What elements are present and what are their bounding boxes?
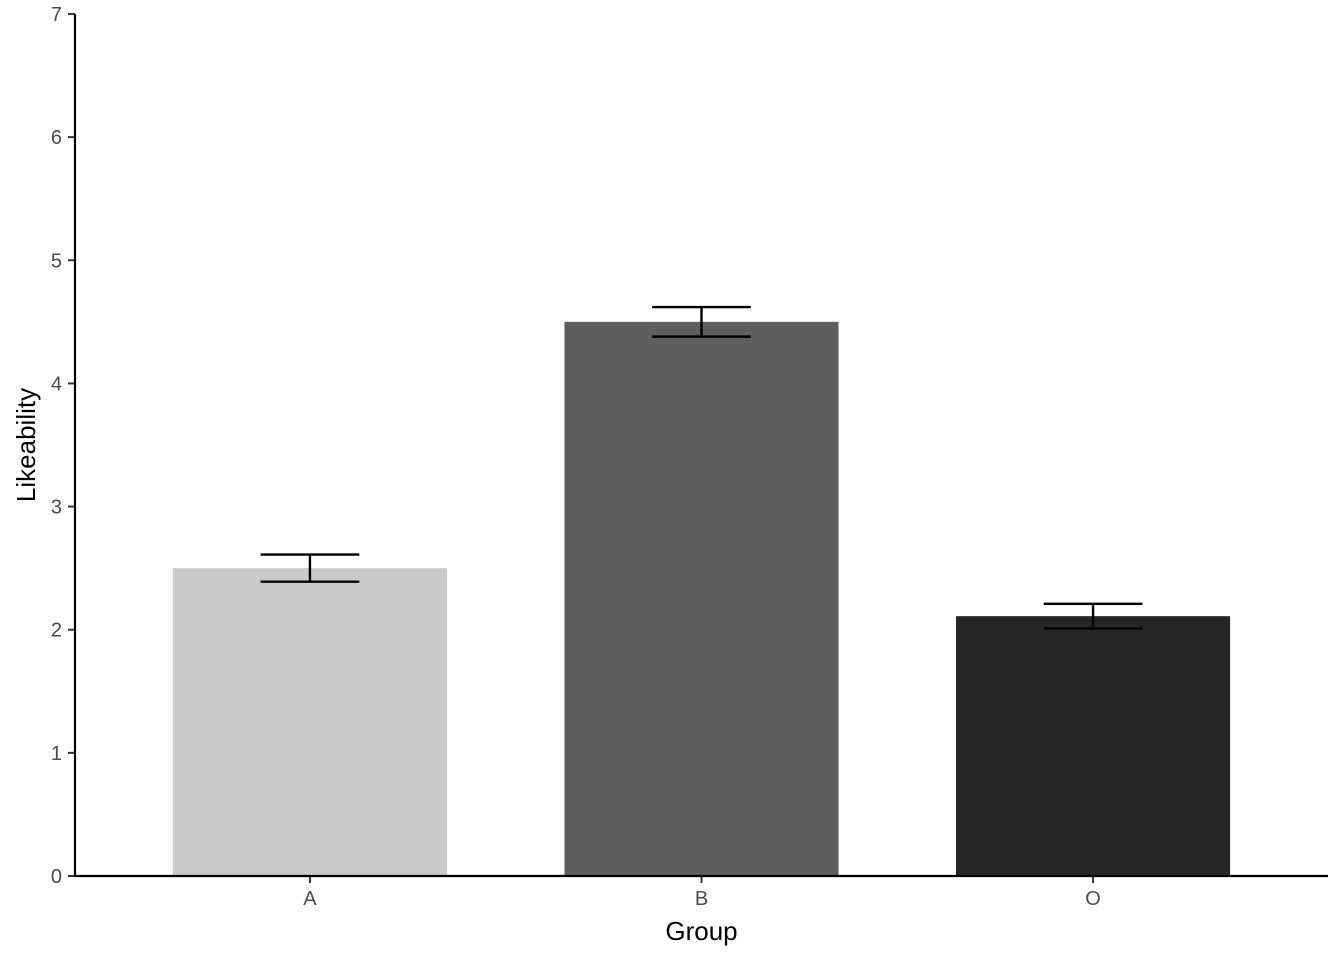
y-axis-ticks: 0 1 2 3 4 5 6 7 xyxy=(51,4,75,888)
y-tick-label-7: 7 xyxy=(51,4,62,26)
error-bar-o xyxy=(1043,602,1143,630)
error-bar-a xyxy=(260,553,360,583)
bar-o xyxy=(956,616,1231,876)
y-tick-label-5: 5 xyxy=(51,250,62,272)
y-tick-label-3: 3 xyxy=(51,497,62,519)
y-tick-label-1: 1 xyxy=(51,743,62,765)
y-tick-label-2: 2 xyxy=(51,620,62,642)
bar-a xyxy=(172,568,447,876)
y-axis-title: Likeability xyxy=(11,388,41,502)
y-tick-label-6: 6 xyxy=(51,127,62,149)
error-bar-b xyxy=(652,305,751,338)
x-tick-label-a: A xyxy=(303,888,317,910)
y-tick-label-4: 4 xyxy=(51,373,62,395)
x-tick-label-b: B xyxy=(695,888,708,910)
x-axis-title: Group xyxy=(665,916,737,946)
x-tick-label-o: O xyxy=(1085,888,1101,910)
error-bars-group xyxy=(260,305,1143,630)
bar-b xyxy=(564,321,839,876)
y-tick-label-0: 0 xyxy=(51,866,62,888)
bars-group xyxy=(172,321,1231,876)
